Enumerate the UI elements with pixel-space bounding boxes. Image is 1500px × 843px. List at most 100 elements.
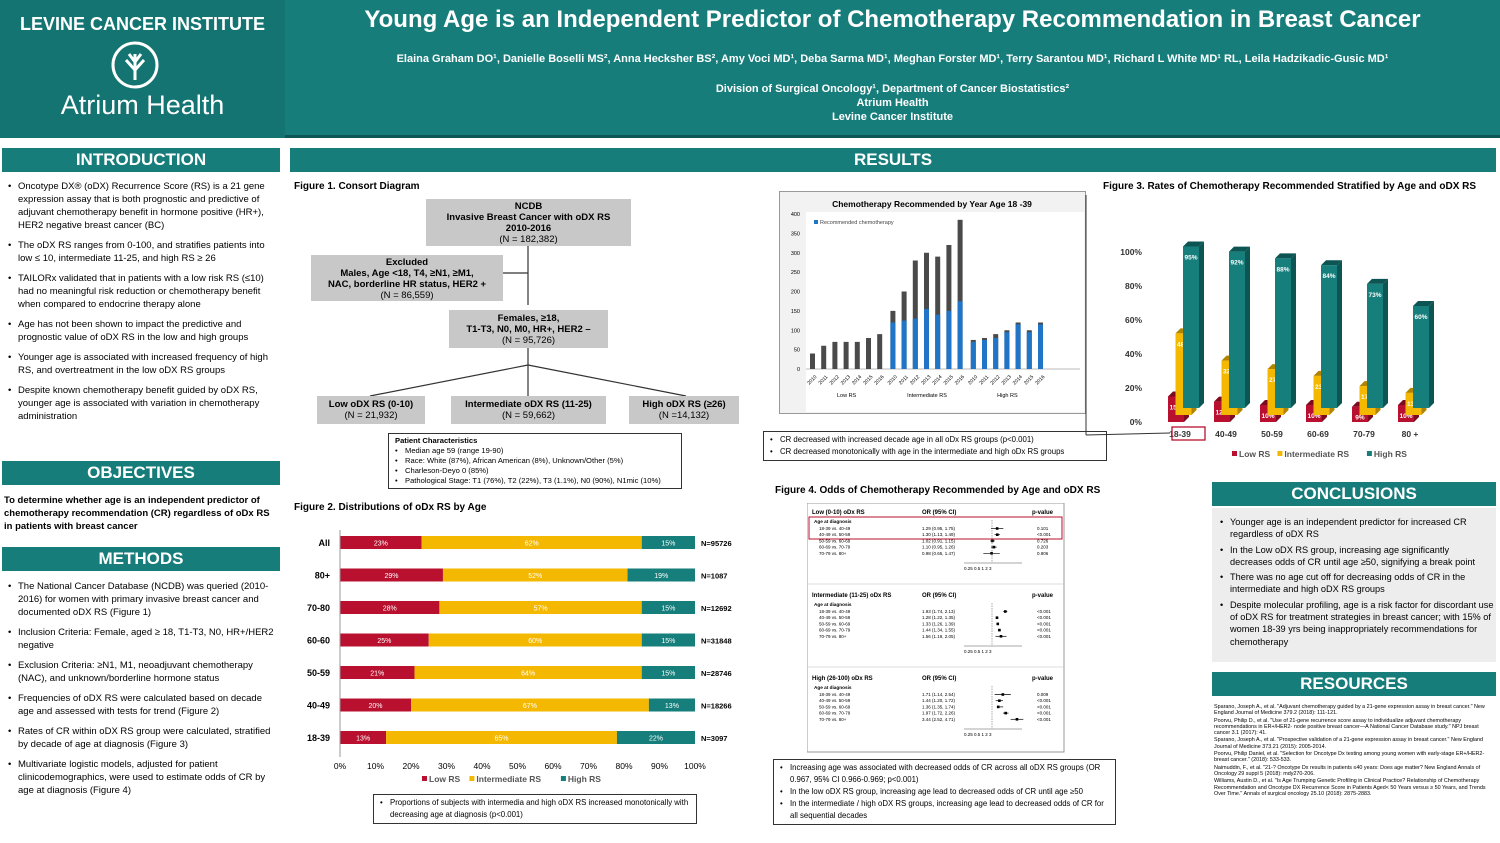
row-label: 18-39 vs. 40-49	[819, 609, 851, 614]
bar-side	[1199, 241, 1204, 408]
objectives-heading: OBJECTIVES	[2, 461, 280, 485]
row-p: 0.203	[1037, 545, 1049, 550]
y-tick: 60%	[1125, 315, 1142, 325]
category-label: 18-39	[1169, 429, 1191, 439]
pc-title: Patient Characteristics	[395, 436, 478, 445]
results-heading: RESULTS	[290, 148, 1496, 172]
bar-total	[832, 341, 838, 369]
legend-label: Low RS	[429, 774, 460, 784]
or-point	[996, 622, 1000, 626]
year-chart-note: CR decreased with increased decade age i…	[763, 431, 1107, 461]
data-label: 60%	[528, 638, 542, 645]
bar-recommended	[982, 339, 987, 369]
row-ci: 1.56 (1.19, 2.05)	[922, 634, 956, 639]
bar	[1275, 258, 1291, 408]
bar-segment	[340, 536, 422, 549]
bar-segment	[648, 698, 695, 712]
data-label: 25%	[377, 638, 391, 645]
consort-text: (N = 182,382)	[499, 234, 558, 245]
figure-4-title: Figure 4. Odds of Chemotherapy Recommend…	[775, 485, 1101, 496]
bar-segment	[641, 536, 695, 549]
methods-item: Frequencies of oDX RS were calculated ba…	[2, 692, 280, 718]
figure-3-title: Figure 3. Rates of Chemotherapy Recommen…	[1103, 181, 1477, 192]
bar-total	[810, 353, 815, 369]
resource-item: Poorvu, Philip Daniel, et al. "Selection…	[1214, 751, 1485, 764]
row-p: <0.001	[1037, 634, 1051, 639]
figure-2-note: Proportions of subjects with intermedia …	[373, 794, 697, 824]
bar-recommended	[1026, 332, 1032, 369]
intro-item: Oncotype DX® (oDX) Recurrence Score (RS)…	[2, 180, 280, 232]
figure-4-forest-plot: Low (0-10) oDx RS OR (95% CI) p-value Age a…	[807, 503, 1065, 753]
consort-text: Males, Age <18, T4, ≥N1, ≥M1,	[340, 268, 474, 279]
group-label: Intermediate RS	[907, 393, 947, 399]
logo-panel	[0, 0, 285, 138]
bar-segment	[411, 698, 649, 712]
legend-label: Low RS	[1239, 449, 1270, 459]
legend-label: Intermediate RS	[476, 774, 541, 784]
legend-swatch	[422, 776, 427, 781]
bar-segment	[428, 633, 642, 647]
data-label: 84%	[1322, 273, 1335, 280]
or-point	[1003, 610, 1007, 613]
panel-title: Intermediate (11-25) oDx RS	[812, 593, 891, 599]
resource-item: Sparano, Joseph A., et al. "Prospective …	[1214, 737, 1484, 750]
row-label: 70-79 vs. 80+	[819, 551, 847, 556]
note-item: In the low oDX RS group, increasing age …	[780, 786, 1109, 798]
n-label: N=3097	[701, 734, 727, 743]
row-label: 18-39 vs. 40-49	[819, 526, 851, 531]
bar-top	[1275, 253, 1296, 259]
intro-item: TAILORx validated that in patients with …	[2, 272, 280, 311]
plot-area	[806, 212, 1084, 412]
data-label: 15%	[661, 606, 675, 613]
resource-item: Naimuddin, F., et al. "21-? Oncotype Dx …	[1214, 764, 1481, 777]
bar-recommended	[993, 338, 999, 369]
group-label: Low RS	[837, 393, 857, 399]
intro-item: Despite known chemotherapy benefit guide…	[2, 384, 280, 423]
subheading: Age at diagnosis	[814, 519, 852, 524]
bar-side	[1291, 253, 1296, 408]
methods-item: Multivariate logistic models, adjusted f…	[2, 758, 280, 797]
conclusions-item: There was no age cut off for decreasing …	[1214, 571, 1494, 596]
header-p: p-value	[1032, 510, 1054, 516]
x-tick: 30%	[438, 761, 455, 771]
row-p: <0.001	[1037, 698, 1051, 703]
category-label: 70-79	[1353, 429, 1375, 439]
data-label: 13%	[356, 736, 370, 743]
panel-title: Low (0-10) oDx RS	[812, 510, 865, 516]
data-label: 23%	[374, 541, 388, 548]
consort-text: Low oDX RS (0-10)	[328, 399, 414, 410]
note-item: CR decreased with increased decade age i…	[770, 434, 1100, 446]
methods-list: The National Cancer Database (NCDB) was …	[2, 580, 280, 804]
bar-segment	[340, 698, 411, 712]
data-label: 92%	[1230, 260, 1243, 267]
category-label: 80+	[315, 571, 330, 581]
y-tick: 100	[791, 328, 800, 334]
data-label: 52%	[528, 573, 542, 580]
or-point	[995, 533, 999, 536]
row-p: <0.001	[1037, 628, 1051, 633]
bar-total	[912, 260, 918, 369]
row-ci: 1.44 (1.20, 1.72)	[922, 698, 956, 703]
x-tick: 90%	[651, 761, 668, 771]
figure-3-callout-lines	[1085, 195, 1171, 436]
row-ci: 1.44 (1.34, 1.55)	[922, 628, 956, 633]
bar	[1183, 246, 1199, 408]
legend-swatch	[814, 220, 818, 224]
consort-box-excluded: Excluded Males, Age <18, T4, ≥N1, ≥M1, N…	[311, 255, 503, 301]
legend-swatch	[560, 776, 566, 781]
conclusions-item: Despite molecular profiling, age is a ri…	[1214, 599, 1494, 648]
bar-recommended	[1015, 324, 1021, 369]
affiliation-2: Atrium Health	[856, 97, 929, 109]
row-ci: 1.97 (1.72, 2.26)	[922, 711, 956, 716]
bar-segment	[414, 666, 642, 679]
or-point	[1001, 693, 1005, 696]
header-or: OR (95% CI)	[922, 510, 956, 516]
resource-item: Poorvu, Philip D., et al. "Use of 21-gen…	[1214, 717, 1479, 737]
bar-segment	[442, 568, 628, 582]
bar-side	[1245, 246, 1250, 408]
bar-recommended	[946, 310, 952, 369]
data-label: 62%	[525, 541, 539, 548]
bar-recommended	[957, 301, 963, 369]
category-label: 40-49	[1215, 429, 1237, 439]
n-label: N=1087	[701, 572, 727, 581]
